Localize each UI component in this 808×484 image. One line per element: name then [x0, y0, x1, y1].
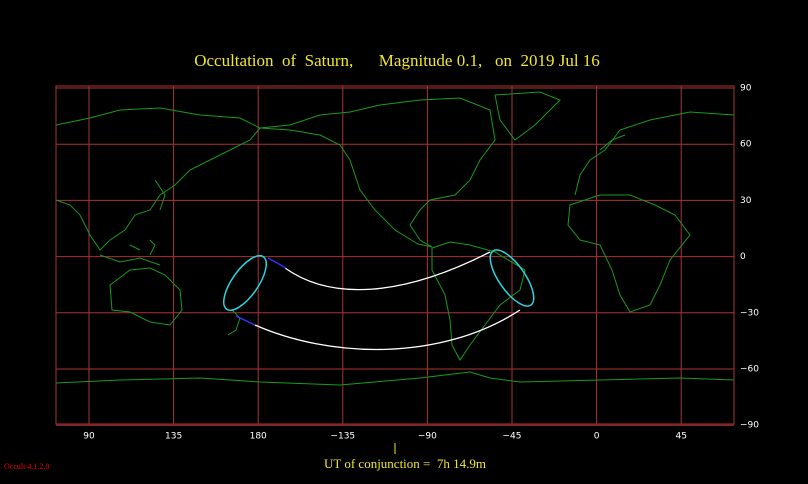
coastlines [55, 91, 735, 386]
y-tick-label: 0 [740, 252, 746, 262]
coast-south-america [431, 241, 526, 361]
x-tick-label: 90 [83, 432, 95, 442]
x-tick-label: −45 [503, 432, 522, 442]
y-tick-label: −90 [740, 421, 759, 431]
y-tick-label: −60 [740, 365, 759, 375]
y-tick-label: 60 [740, 140, 752, 150]
coast-islands [99, 239, 161, 266]
coast-asia [55, 107, 261, 251]
x-tick-label: 135 [165, 432, 182, 442]
map-frame [55, 85, 735, 425]
x-tick-label: 45 [675, 432, 686, 442]
conjunction-label: UT of conjunction = 7h 14.9m [324, 456, 486, 471]
x-tick-label: 0 [594, 432, 600, 442]
coast-africa [567, 194, 691, 313]
y-tick-label: 90 [740, 84, 752, 94]
x-tick-label: 180 [250, 432, 267, 442]
y-tick-label: −30 [740, 308, 759, 318]
y-tick-label: 30 [740, 196, 752, 206]
coast-new-zealand [227, 309, 241, 336]
coast-australia [109, 267, 183, 326]
x-tick-label: −135 [330, 432, 355, 442]
map-title: Occultation of Saturn, Magnitude 0.1, on… [194, 51, 600, 70]
grid [56, 86, 734, 426]
north-limit [284, 251, 491, 291]
south-limit [254, 309, 521, 351]
coast-antarctica [55, 371, 735, 386]
rise-limit [223, 254, 267, 312]
coast-greenland [494, 91, 561, 141]
path-twilight [235, 315, 256, 326]
occultation-path [223, 249, 535, 351]
path-twilight [267, 257, 287, 269]
x-tick-label: −90 [418, 432, 437, 442]
set-limit [489, 249, 535, 307]
coast-europe [574, 111, 735, 196]
coast-north-america [259, 97, 496, 248]
version-label: Occult 4.1.2.0 [4, 462, 49, 471]
coast-japan [154, 179, 166, 211]
